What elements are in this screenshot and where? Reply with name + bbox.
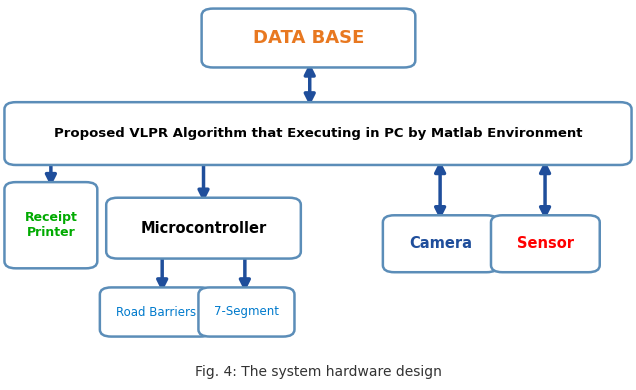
FancyBboxPatch shape (198, 287, 294, 337)
FancyBboxPatch shape (4, 182, 97, 268)
FancyBboxPatch shape (100, 287, 212, 337)
Text: Proposed VLPR Algorithm that Executing in PC by Matlab Environment: Proposed VLPR Algorithm that Executing i… (54, 127, 582, 140)
FancyBboxPatch shape (202, 9, 415, 67)
FancyBboxPatch shape (4, 102, 632, 165)
Text: Fig. 4: The system hardware design: Fig. 4: The system hardware design (195, 365, 441, 379)
Text: Sensor: Sensor (517, 236, 574, 251)
Text: Camera: Camera (409, 236, 472, 251)
FancyBboxPatch shape (383, 215, 498, 272)
Text: DATA BASE: DATA BASE (252, 29, 364, 47)
FancyBboxPatch shape (491, 215, 600, 272)
Text: Road Barriers: Road Barriers (116, 305, 196, 319)
FancyBboxPatch shape (106, 198, 301, 259)
Text: Receipt
Printer: Receipt Printer (24, 211, 78, 239)
Text: Microcontroller: Microcontroller (141, 221, 266, 236)
Text: 7-Segment: 7-Segment (214, 305, 279, 319)
